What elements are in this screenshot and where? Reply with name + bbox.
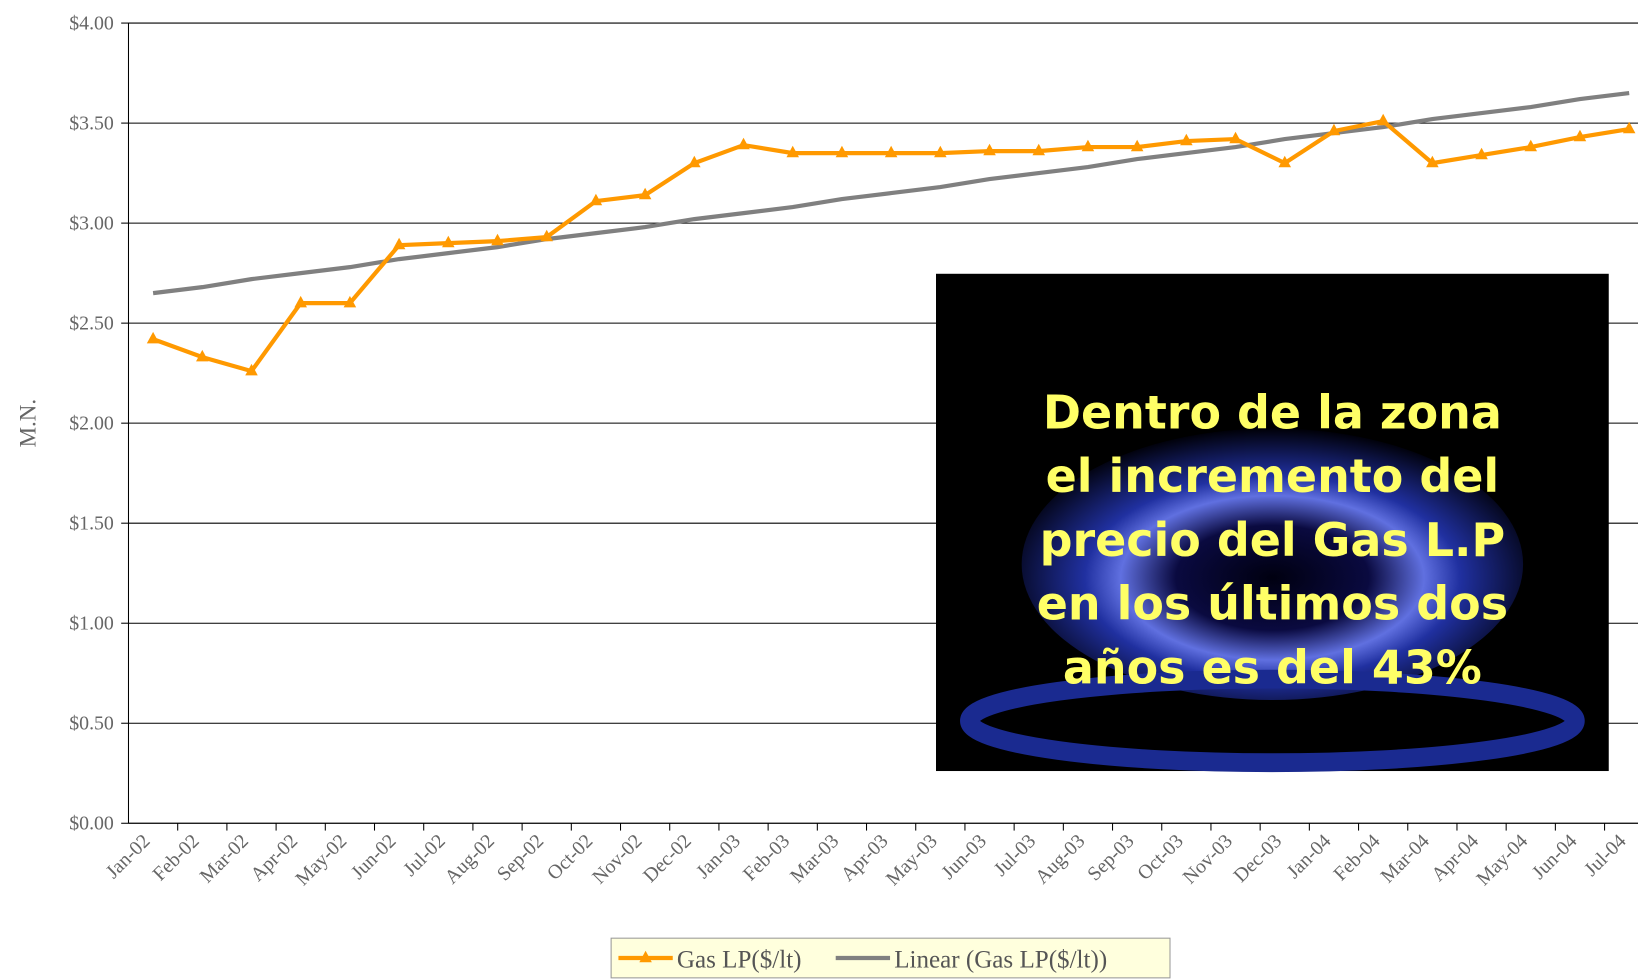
annotation-line: en los últimos dos <box>1037 577 1508 631</box>
x-tick-label: Jun-03 <box>937 830 991 884</box>
x-tick-label: Jan-03 <box>692 830 745 883</box>
y-tick-label: $0.00 <box>69 813 114 835</box>
x-tick-label: Jun-02 <box>347 830 401 884</box>
x-tick-label: Jan-02 <box>102 830 155 883</box>
annotation-line: el incremento del <box>1046 449 1500 503</box>
point <box>1377 114 1390 125</box>
annotation-line: precio del Gas L.P <box>1040 513 1506 567</box>
x-tick-label: Feb-02 <box>148 830 203 885</box>
point <box>147 332 160 343</box>
x-tick-label: Jun-04 <box>1528 830 1582 884</box>
x-tick-label: May-03 <box>882 830 942 890</box>
legend-label: Gas LP($/lt) <box>677 946 802 973</box>
y-tick-label: $3.00 <box>69 212 114 234</box>
x-tick-label: May-02 <box>291 830 351 890</box>
x-tick-label: Feb-03 <box>739 830 794 885</box>
x-tick-label: Oct-02 <box>543 830 597 884</box>
annotation: Dentro de la zona el incremento del precio… <box>936 274 1609 771</box>
x-tick-label: May-04 <box>1472 830 1532 890</box>
y-axis-label: M.N. <box>16 399 41 448</box>
x-tick-label: Sep-02 <box>493 830 548 885</box>
x-tick-label: Oct-03 <box>1133 830 1188 885</box>
annotation-line: Dentro de la zona <box>1043 385 1502 439</box>
x-tick-label: Aug-02 <box>441 830 499 888</box>
x-tick-label: Nov-02 <box>588 830 646 888</box>
x-tick-label: Feb-04 <box>1329 830 1384 885</box>
legend-label: Linear (Gas LP($/lt)) <box>894 946 1107 973</box>
x-tick-label: Mar-04 <box>1376 830 1433 887</box>
page: {"chart_data":{"type":"line","y_label":"… <box>0 0 1638 979</box>
y-tick-label: $0.50 <box>69 713 114 735</box>
x-tick-label: Sep-03 <box>1083 830 1138 885</box>
y-tick-label: $2.50 <box>69 312 114 334</box>
annotation-line: años es del 43% <box>1063 640 1482 694</box>
y-tick-label: $4.00 <box>69 12 114 34</box>
x-tick-label: Nov-03 <box>1179 830 1237 888</box>
x-tick-label: Jul-04 <box>1580 830 1631 881</box>
y-tick-label: $1.50 <box>69 512 114 534</box>
x-tick-label: Dec-02 <box>639 830 696 887</box>
x-tick-label: Aug-03 <box>1031 830 1089 888</box>
x-tick-label: Jan-04 <box>1282 830 1335 883</box>
point <box>737 138 750 149</box>
x-tick-label: Mar-02 <box>196 830 253 887</box>
x-tick-label: Dec-03 <box>1229 830 1286 887</box>
x-tick-label: Mar-03 <box>786 830 843 887</box>
y-tick-label: $3.50 <box>69 112 114 134</box>
chart: $0.00 $0.50 $1.00 $1.50 $2.00 $2.50 $3.00 $3.50… <box>0 0 1638 979</box>
y-tick-label: $2.00 <box>69 412 114 434</box>
y-tick-label: $1.00 <box>69 612 114 634</box>
